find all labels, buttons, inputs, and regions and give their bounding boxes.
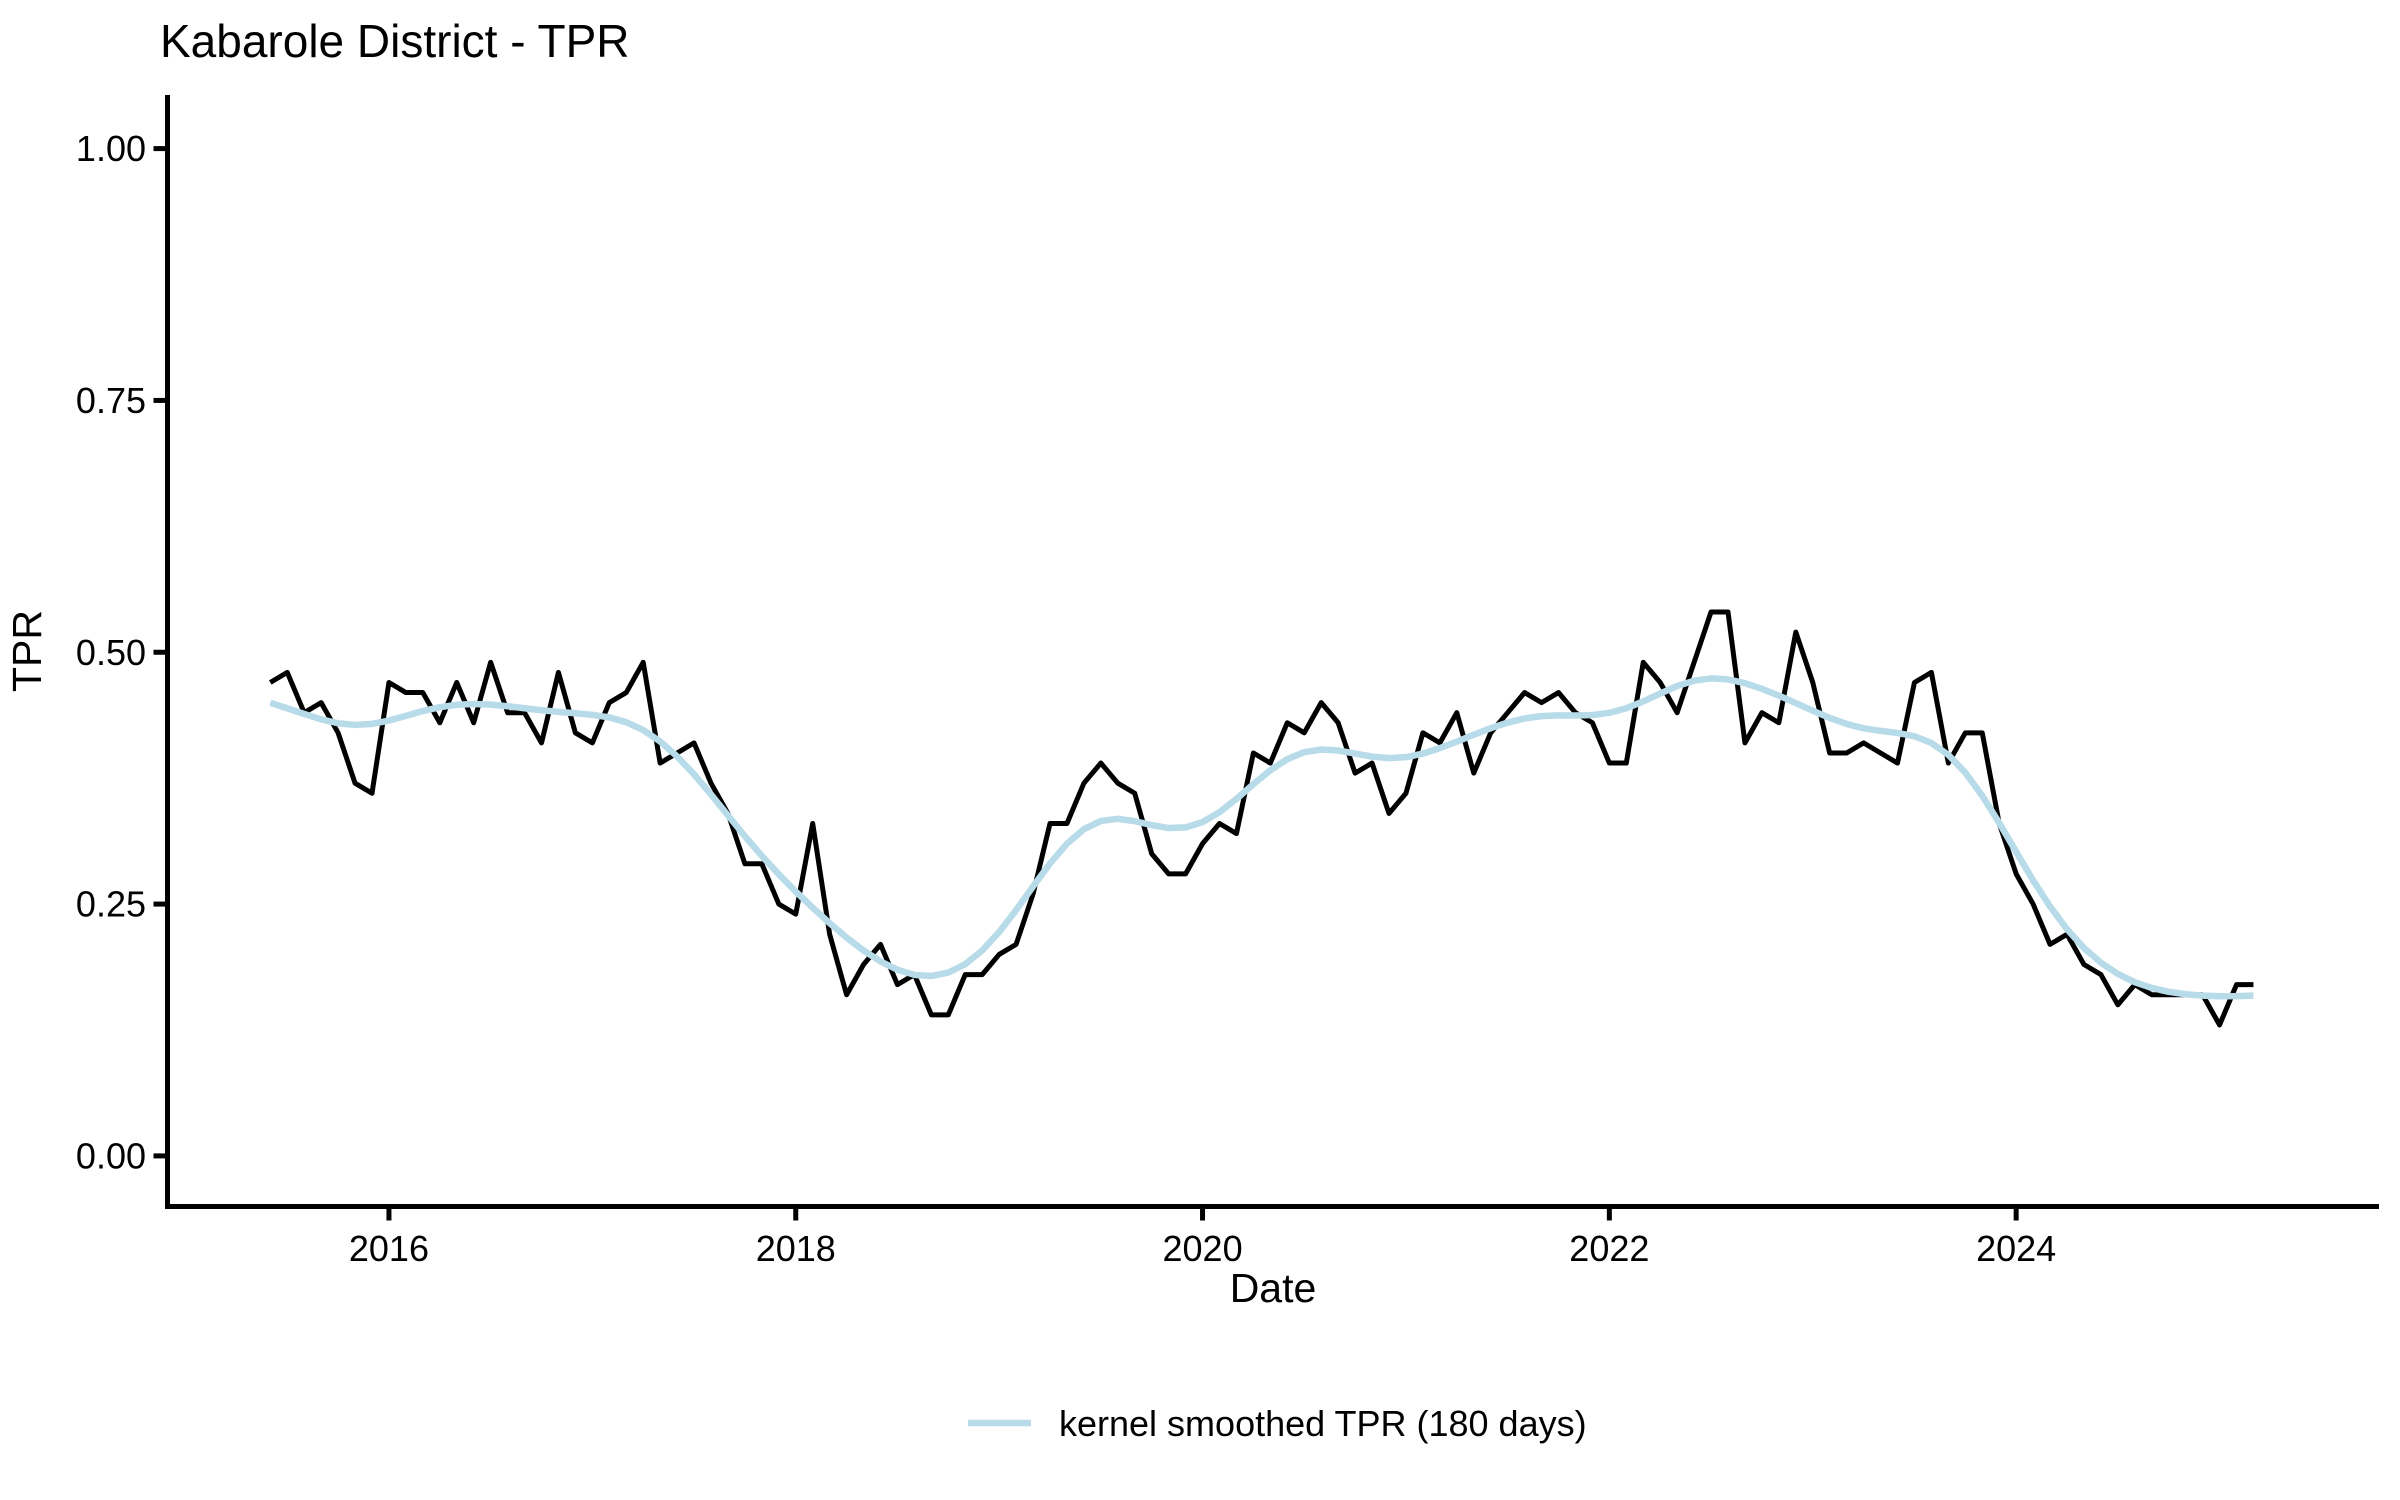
y-tick-label: 0.00 [76,1135,146,1176]
y-tick-label: 0.75 [76,380,146,421]
x-tick-group: 2016 2018 2020 2022 2024 [349,1206,2056,1269]
tpr-smoothed-line [269,675,2254,1000]
x-tick-label: 2022 [1569,1228,1649,1269]
y-tick-label: 0.25 [76,884,146,925]
legend: kernel smoothed TPR (180 days) [968,1403,1587,1444]
y-tick-label: 0.50 [76,632,146,673]
x-tick-label: 2024 [1976,1228,2056,1269]
y-axis: 0.00 0.25 0.50 0.75 1.00 TPR [4,95,170,1209]
legend-label: kernel smoothed TPR (180 days) [1059,1403,1587,1444]
x-axis-title: Date [1230,1265,1317,1311]
x-tick-label: 2016 [349,1228,429,1269]
chart-title: Kabarole District - TPR [160,15,630,67]
y-tick-group: 0.00 0.25 0.50 0.75 1.00 [76,128,168,1176]
y-tick-label: 1.00 [76,128,146,169]
x-tick-label: 2020 [1163,1228,1243,1269]
plot-series [269,609,2254,1028]
y-axis-title: TPR [4,610,50,692]
x-tick-label: 2018 [756,1228,836,1269]
tpr-raw-line [269,609,2254,1028]
x-axis: 2016 2018 2020 2022 2024 Date [165,1204,2379,1311]
